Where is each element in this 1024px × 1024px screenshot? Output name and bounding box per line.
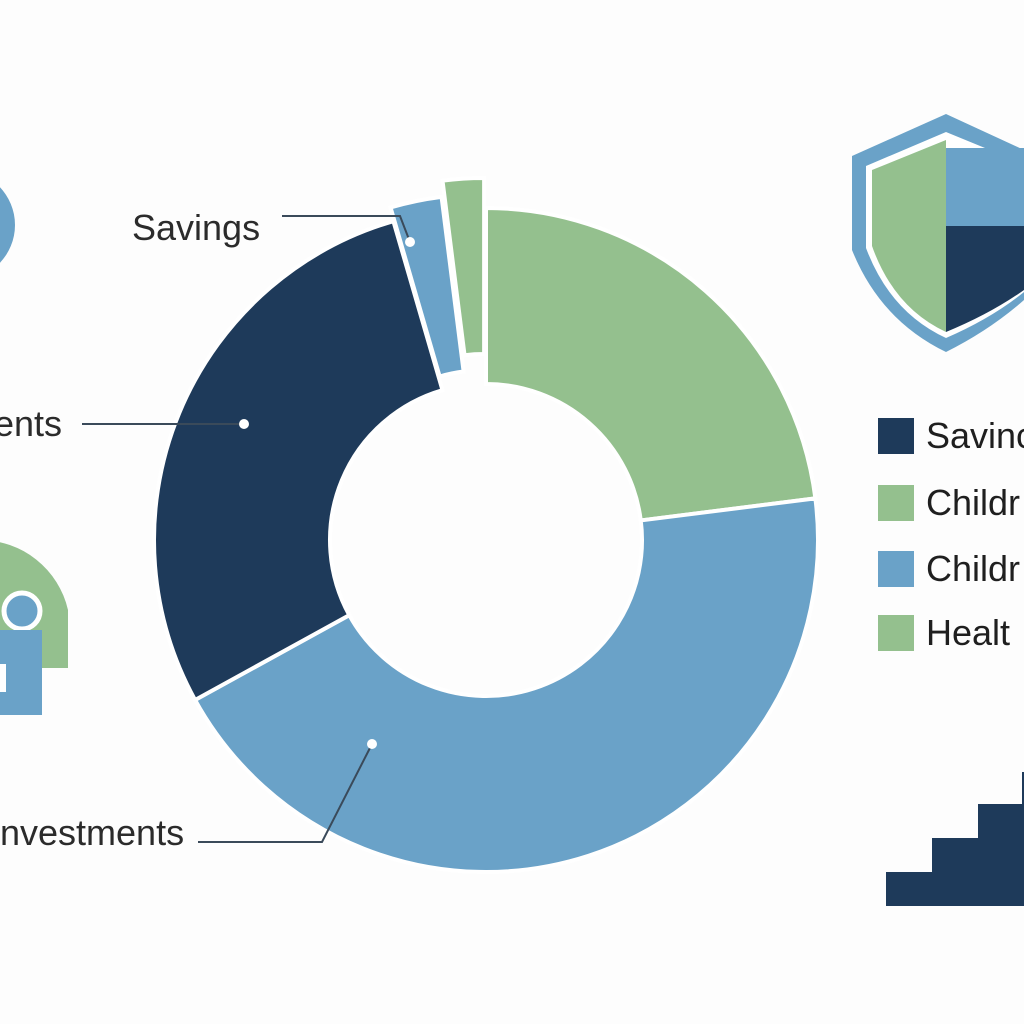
legend-swatch — [878, 551, 914, 587]
legend: Savinc Childr Childr Healt — [878, 415, 1024, 653]
legend-swatch — [878, 485, 914, 521]
legend-swatch — [878, 615, 914, 651]
legend-swatch — [878, 418, 914, 454]
callout-savings-leader — [282, 215, 411, 243]
legend-item: Savinc — [878, 415, 1024, 456]
coin-icon — [0, 187, 15, 263]
donut-slice — [440, 176, 487, 358]
bar-steps-icon — [886, 772, 1024, 906]
legend-label: Healt — [926, 612, 1010, 653]
callout-investments-top: ents — [0, 403, 249, 444]
callout-nvestments-leader — [198, 743, 373, 843]
legend-item: Childr — [878, 548, 1020, 589]
legend-label: Childr — [926, 482, 1020, 523]
callout-nvestments-label: nvestments — [0, 812, 184, 853]
legend-item: Childr — [878, 482, 1020, 523]
callout-savings: Savings — [132, 207, 415, 248]
callout-investments-bottom: nvestments — [0, 739, 377, 853]
donut-slices — [152, 176, 820, 874]
donut-slice — [152, 218, 445, 703]
callout-savings-label: Savings — [132, 207, 260, 248]
legend-label: Childr — [926, 548, 1020, 589]
callout-nvestments-dot — [367, 739, 377, 749]
shield-icon — [852, 114, 1024, 352]
callout-savings-dot — [405, 237, 415, 247]
legend-label: Savinc — [926, 415, 1024, 456]
legend-item: Healt — [878, 612, 1010, 653]
family-icon — [0, 542, 68, 715]
donut-slice — [484, 205, 818, 523]
donut-slice — [192, 496, 820, 874]
callout-ents-label: ents — [0, 403, 62, 444]
callout-ents-dot — [239, 419, 249, 429]
